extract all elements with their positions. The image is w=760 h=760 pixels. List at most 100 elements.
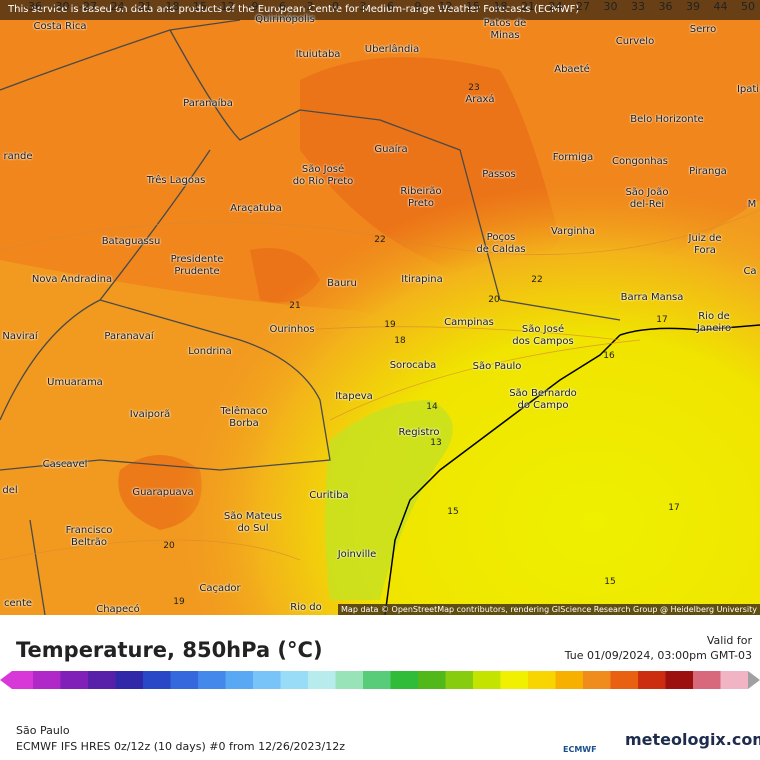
city-label: Piranga	[689, 166, 727, 177]
city-label: Itapeva	[335, 391, 373, 402]
colorbar-tick-label: 6	[387, 0, 394, 13]
city-label: Naviraí	[2, 331, 38, 342]
contour-label: 19	[173, 597, 185, 607]
brand: meteologix.com	[625, 730, 760, 749]
city-label: São José dos Campos	[512, 324, 574, 347]
contour-label: 18	[394, 336, 406, 346]
colorbar-tick-label: 36	[658, 0, 673, 13]
colorbar-swatch	[88, 671, 116, 689]
city-label: del	[2, 485, 18, 496]
city-label: Passos	[482, 169, 516, 180]
colorbar-swatch	[308, 671, 336, 689]
city-label: Formiga	[552, 152, 594, 163]
city-label: Chapecó	[96, 604, 140, 615]
city-label: cente	[3, 598, 33, 609]
colorbar-tick-label: 0	[332, 0, 339, 13]
colorbar-swatch	[638, 671, 666, 689]
contour-label: 23	[468, 83, 480, 93]
city-label: Juiz de Fora	[688, 233, 722, 256]
colorbar-swatch	[693, 671, 721, 689]
valid-label: Valid for	[706, 634, 752, 647]
city-label: Abaeté	[554, 64, 590, 75]
colorbar-tick-label: 27	[576, 0, 590, 13]
city-label: Curvelo	[615, 36, 655, 47]
colorbar-tick-label: -30	[51, 0, 70, 13]
colorbar-swatch	[583, 671, 611, 689]
banner: This service is based on data and produc…	[0, 0, 760, 20]
map: This service is based on data and produc…	[0, 0, 760, 615]
city-label: Araxá	[465, 94, 495, 105]
city-label: Londrina	[188, 346, 232, 357]
city-label: Telêmaco Borba	[220, 406, 268, 429]
colorbar-swatch	[528, 671, 556, 689]
city-label: Curitiba	[309, 490, 349, 501]
colorbar-tick-label: -24	[106, 0, 125, 13]
colorbar-tick-label: 15	[466, 0, 480, 13]
city-label: Ituiutaba	[295, 49, 341, 60]
colorbar-tick-label: 12	[438, 0, 453, 13]
city-label: Campinas	[444, 317, 494, 328]
contour-label: 22	[531, 275, 543, 285]
city-label: São Paulo	[472, 361, 522, 372]
city-label: Paranavaí	[104, 331, 154, 342]
colorbar-tick-label: -21	[134, 0, 152, 13]
colorbar-tick-label: -36	[24, 0, 42, 13]
city-label: Patos de Minas	[483, 18, 527, 41]
title: Temperature, 850hPa (°C)	[16, 638, 323, 662]
model-info: ECMWF IFS HRES 0z/12z (10 days) #0 from …	[16, 740, 345, 753]
city-label: Varginha	[550, 226, 596, 237]
colorbar-swatch	[555, 671, 583, 689]
colorbar-swatch	[665, 671, 693, 689]
city-label: Cascavel	[42, 459, 88, 470]
colorbar-swatch	[335, 671, 363, 689]
city-label: Ivaiporã	[129, 409, 171, 420]
contour-label: 14	[426, 402, 438, 412]
valid-time: Tue 01/09/2024, 03:00pm GMT-03	[564, 649, 752, 662]
city-label: Nova Andradina	[31, 274, 113, 285]
city-label: Três Lagoas	[146, 175, 206, 186]
colorbar-swatch	[198, 671, 226, 689]
colorbar-swatch	[225, 671, 253, 689]
colorbar-swatch	[143, 671, 171, 689]
colorbar-tick-label: 44	[713, 0, 728, 13]
city-label: Sorocaba	[389, 360, 437, 371]
colorbar-tick-label: -18	[161, 0, 180, 13]
colorbar-tick-label: -3	[302, 0, 314, 13]
colorbar-tick-label: 30	[603, 0, 618, 13]
city-label: Francisco Beltrão	[65, 525, 113, 548]
city-label: Registro	[398, 427, 440, 438]
colorbar-end	[748, 671, 760, 689]
colorbar-swatch	[33, 671, 61, 689]
contour-label: 20	[488, 295, 500, 305]
colorbar-tick-label: 21	[521, 0, 535, 13]
city-label: Guarapuava	[132, 487, 194, 498]
colorbar-swatch	[418, 671, 446, 689]
contour-label: 16	[603, 351, 615, 361]
temperature-field	[0, 0, 760, 615]
city-label: M	[747, 199, 757, 210]
city-label: Rio de Janeiro	[696, 311, 732, 334]
attribution: Map data © OpenStreetMap contributors, r…	[338, 604, 760, 615]
city-label: Congonhas	[612, 156, 668, 167]
contour-label: 13	[430, 438, 442, 448]
city-label: Bauru	[327, 278, 357, 289]
city-label: São João del-Rei	[625, 187, 669, 210]
colorbar	[0, 671, 760, 689]
colorbar-tick-label: 9	[414, 0, 422, 13]
city-label: Ipati	[736, 84, 760, 95]
city-label: Itirapina	[401, 274, 443, 285]
city-label: Caçador	[199, 583, 241, 594]
city-label: Ca	[743, 266, 757, 277]
contour-label: 17	[656, 315, 668, 325]
colorbar-tick-label: -15	[189, 0, 207, 13]
colorbar-swatch	[445, 671, 473, 689]
city-label: Poços de Caldas	[476, 232, 526, 255]
colorbar-swatch	[170, 671, 198, 689]
colorbar-tick-label: -27	[79, 0, 97, 13]
location: São Paulo	[16, 724, 70, 737]
colorbar-end	[0, 671, 12, 689]
city-label: Quirinópolis	[255, 14, 315, 25]
colorbar-swatch	[610, 671, 638, 689]
colorbar-tick-label: 39	[686, 0, 700, 13]
